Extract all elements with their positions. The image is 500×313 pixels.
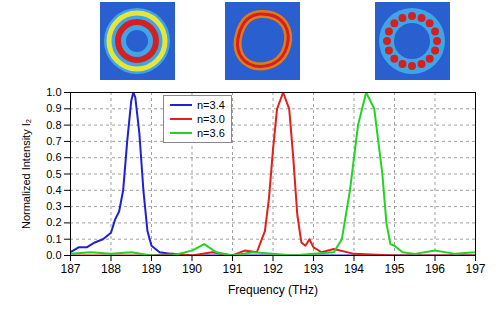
svg-text:0.6: 0.6 <box>46 151 61 163</box>
svg-text:0.5: 0.5 <box>46 168 61 180</box>
svg-text:0.2: 0.2 <box>46 216 61 228</box>
svg-text:192: 192 <box>263 262 283 276</box>
svg-text:1.0: 1.0 <box>46 86 61 98</box>
html-text:n=3.6: n=3.6 <box>197 127 225 139</box>
svg-text:197: 197 <box>465 262 485 276</box>
svg-text:0.0: 0.0 <box>46 249 61 261</box>
html-text:n=3.4: n=3.4 <box>197 99 225 111</box>
svg-text:196: 196 <box>425 262 445 276</box>
svg-text:0.4: 0.4 <box>46 184 61 196</box>
svg-text:0.3: 0.3 <box>46 200 61 212</box>
svg-text:Frequency (THz): Frequency (THz) <box>228 283 318 297</box>
svg-text:0.8: 0.8 <box>46 119 61 131</box>
html-text:n=3.0: n=3.0 <box>197 113 225 125</box>
svg-text:0.9: 0.9 <box>46 102 61 114</box>
svg-text:189: 189 <box>141 262 161 276</box>
svg-text:193: 193 <box>303 262 323 276</box>
svg-text:191: 191 <box>222 262 242 276</box>
svg-text:0.7: 0.7 <box>46 135 61 147</box>
svg-text:194: 194 <box>344 262 364 276</box>
svg-text:0.1: 0.1 <box>46 233 61 245</box>
svg-text:195: 195 <box>384 262 404 276</box>
svg-text:188: 188 <box>101 262 121 276</box>
svg-text:187: 187 <box>60 262 80 276</box>
svg-text:Normalized Intensity I₂: Normalized Intensity I₂ <box>20 119 32 229</box>
svg-text:190: 190 <box>182 262 202 276</box>
